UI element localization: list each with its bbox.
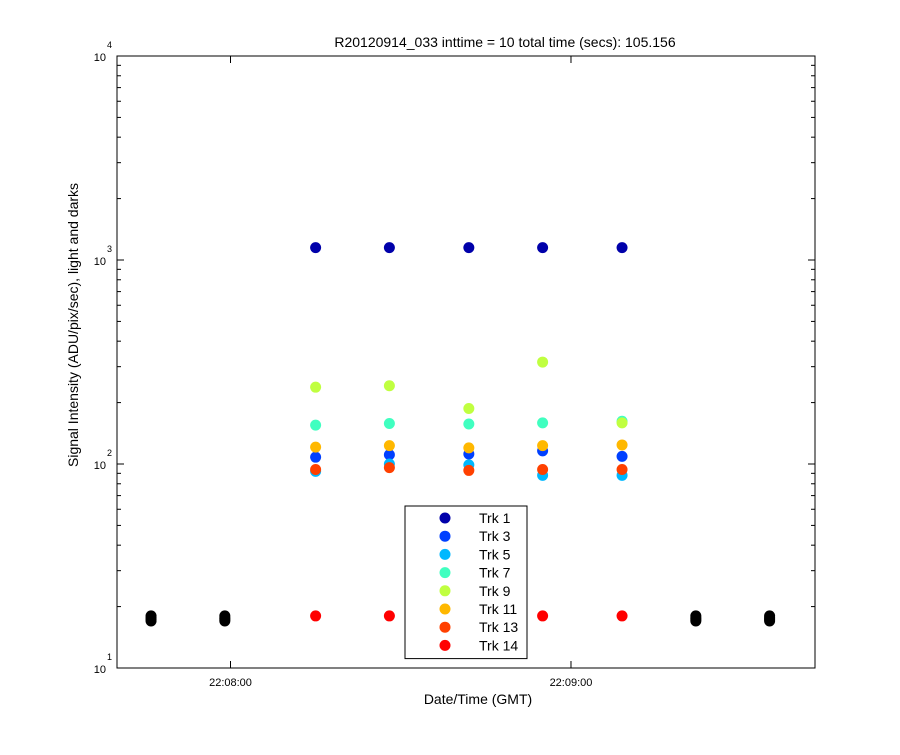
legend-marker: [439, 621, 451, 633]
data-point: [310, 610, 322, 622]
legend-label: Trk 13: [479, 619, 518, 635]
legend-label: Trk 14: [479, 637, 518, 653]
chart-title: R20120914_033 inttime = 10 total time (s…: [334, 34, 675, 50]
data-point: [310, 441, 322, 453]
dark-point: [690, 610, 702, 622]
data-point: [616, 242, 628, 254]
y-tick-label: 10: [94, 460, 106, 472]
data-point: [537, 417, 549, 429]
dark-point: [145, 610, 157, 622]
y-axis-label: Signal Intensity (ADU/pix/sec), light an…: [65, 183, 81, 467]
data-point: [537, 356, 549, 368]
data-point: [616, 450, 628, 462]
x-axis: 22:08:00 22:09:00: [209, 56, 592, 689]
data-point: [310, 419, 322, 431]
data-point: [383, 440, 395, 452]
legend-label: Trk 1: [479, 510, 511, 526]
data-points: [145, 242, 776, 627]
legend-marker: [439, 585, 451, 597]
y-tick-label: 10: [94, 256, 106, 268]
legend: Trk 1 Trk 3 Trk 5 Trk 7 Trk 9 Trk 11 Trk 13 Trk…: [404, 505, 528, 660]
legend-label: Trk 3: [479, 528, 511, 544]
legend-box: [404, 505, 528, 660]
data-point: [310, 381, 322, 393]
y-tick-exponent: 2: [107, 448, 112, 458]
legend-label: Trk 5: [479, 546, 511, 562]
dark-point: [219, 610, 231, 622]
data-point: [310, 451, 322, 463]
data-point: [537, 242, 549, 254]
legend-marker: [439, 603, 451, 615]
legend-marker: [439, 548, 451, 560]
legend-marker: [439, 567, 451, 579]
data-point: [383, 380, 395, 392]
data-point: [616, 610, 628, 622]
data-point: [537, 610, 549, 622]
data-point: [616, 463, 628, 475]
y-tick-label: 10: [94, 664, 106, 676]
y-tick-label: 10: [94, 52, 106, 64]
data-point: [383, 449, 395, 461]
y-tick-exponent: 4: [107, 40, 112, 50]
data-point: [310, 242, 322, 254]
data-point: [537, 463, 549, 475]
data-point: [383, 242, 395, 254]
x-tick-label: 22:09:00: [550, 677, 593, 689]
data-point: [463, 418, 475, 430]
data-point: [616, 439, 628, 451]
legend-label: Trk 9: [479, 583, 511, 599]
legend-marker: [439, 512, 451, 524]
y-tick-exponent: 3: [107, 244, 112, 254]
dark-point: [764, 610, 776, 622]
y-tick-exponent: 1: [107, 652, 112, 662]
data-point: [463, 464, 475, 476]
data-point: [463, 403, 475, 415]
data-point: [463, 242, 475, 254]
data-point: [537, 440, 549, 452]
data-point: [383, 462, 395, 474]
legend-label: Trk 11: [479, 601, 517, 617]
data-point: [463, 442, 475, 454]
legend-marker: [439, 530, 451, 542]
data-point: [616, 417, 628, 429]
legend-marker: [439, 639, 451, 651]
data-point: [310, 463, 322, 475]
data-point: [383, 417, 395, 429]
x-tick-label: 22:08:00: [209, 677, 252, 689]
legend-label: Trk 7: [479, 565, 511, 581]
data-point: [383, 610, 395, 622]
x-axis-label: Date/Time (GMT): [424, 691, 532, 707]
